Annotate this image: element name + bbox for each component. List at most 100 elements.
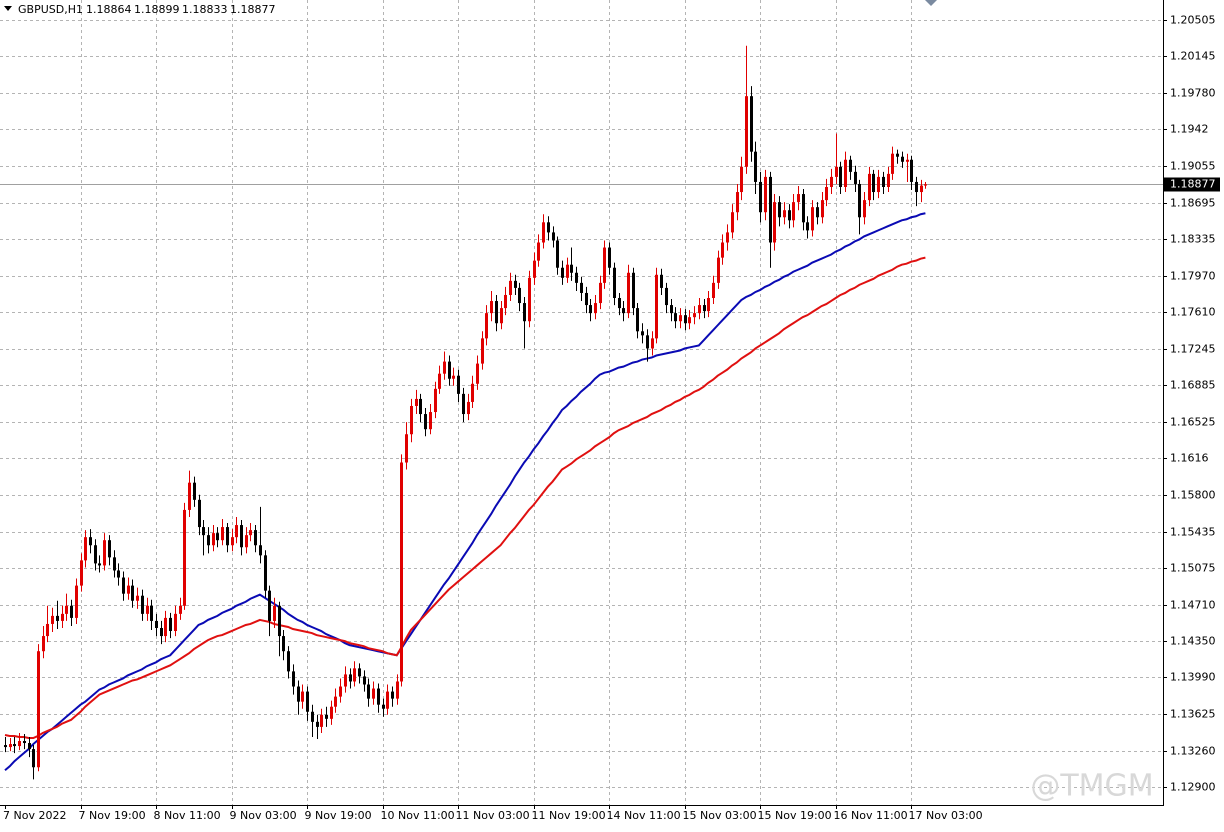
candle-body — [863, 200, 866, 218]
candle-body — [467, 401, 470, 415]
candle-body — [207, 535, 210, 546]
x-tick-label: 15 Nov 19:00 — [758, 809, 832, 822]
candle-body — [858, 183, 861, 218]
candle-body — [438, 373, 441, 389]
candle-body — [131, 585, 134, 601]
candle-body — [641, 331, 644, 336]
candle-body — [146, 605, 149, 614]
candle-body — [344, 674, 347, 687]
candle-body — [552, 232, 555, 241]
candle-body — [353, 668, 356, 682]
y-tick-label: 1.18335 — [1170, 233, 1216, 246]
candle-body — [542, 222, 545, 243]
candle-body — [754, 151, 757, 182]
candle-body — [622, 308, 625, 314]
candle-body — [627, 272, 630, 314]
candle-body — [311, 711, 314, 722]
candle-body — [424, 414, 427, 430]
candle-body — [811, 207, 814, 231]
candle-body — [769, 176, 772, 243]
y-tick-label: 1.19055 — [1170, 160, 1216, 173]
candle-body — [452, 375, 455, 379]
candle-body — [518, 287, 521, 304]
candle-body — [476, 363, 479, 384]
candle-body — [844, 159, 847, 187]
candle-body — [901, 156, 904, 162]
candle-body — [391, 691, 394, 699]
candle-body — [193, 482, 196, 500]
candle-body — [405, 434, 408, 463]
y-tick-label: 1.1942 — [1170, 123, 1209, 136]
candle-body — [773, 202, 776, 243]
candle-body — [688, 317, 691, 324]
x-tick-label: 8 Nov 11:00 — [154, 809, 221, 822]
candle-body — [287, 651, 290, 672]
candle-body — [891, 153, 894, 174]
candle-body — [51, 615, 54, 624]
candle-body — [670, 305, 673, 314]
candle-body — [868, 173, 871, 201]
x-tick-label: 7 Nov 19:00 — [79, 809, 146, 822]
candle-body — [94, 545, 97, 564]
candle-body — [462, 393, 465, 415]
candle-body — [70, 605, 73, 618]
candle-body — [580, 282, 583, 293]
candle-body — [528, 277, 531, 322]
y-tick-label: 1.12900 — [1170, 781, 1216, 794]
candle-body — [349, 674, 352, 682]
candle-body — [481, 338, 484, 364]
candle-body — [330, 706, 333, 719]
candle-body — [419, 398, 422, 415]
candle-body — [849, 159, 852, 172]
candle-body — [448, 361, 451, 379]
candle-body — [674, 313, 677, 322]
header: GBPUSD,H1 1.18864 1.18899 1.18833 1.1887… — [18, 3, 276, 16]
candle-body — [684, 315, 687, 324]
candle-body — [113, 557, 116, 571]
watermark: @TMGM — [1030, 769, 1153, 804]
candle-body — [363, 676, 366, 685]
candle-body — [254, 530, 257, 546]
candle-body — [788, 210, 791, 221]
candle-body — [721, 242, 724, 258]
candle-body — [839, 166, 842, 187]
candle-body — [282, 636, 285, 652]
candle-body — [306, 691, 309, 712]
candle-body — [924, 184, 927, 186]
candle-body — [740, 166, 743, 193]
candle-body — [646, 335, 649, 349]
y-tick-label: 1.13990 — [1170, 671, 1216, 684]
candle-body — [655, 274, 658, 339]
y-tick-label: 1.15435 — [1170, 526, 1216, 539]
candle-body — [504, 294, 507, 309]
candle-body — [736, 192, 739, 213]
candle-body — [764, 176, 767, 213]
candle-body — [603, 247, 606, 283]
candle-body — [906, 159, 909, 162]
candle-body — [854, 171, 857, 184]
candle-body — [589, 305, 592, 314]
candle-body — [278, 605, 281, 637]
y-tick-label: 1.14710 — [1170, 599, 1216, 612]
y-tick-label: 1.15075 — [1170, 562, 1216, 575]
candle-body — [910, 159, 913, 182]
y-tick-label: 1.16885 — [1170, 379, 1216, 392]
candle-body — [334, 696, 337, 707]
x-tick-label: 14 Nov 11:00 — [607, 809, 681, 822]
x-tick-label: 7 Nov 2022 — [3, 809, 66, 822]
candle-body — [797, 194, 800, 203]
candle-body — [23, 741, 26, 744]
candle-body — [636, 308, 639, 332]
x-tick-label: 10 Nov 11:00 — [381, 809, 455, 822]
candle-body — [297, 686, 300, 702]
y-tick-label: 1.16525 — [1170, 416, 1216, 429]
symbol: GBPUSD,H1 — [18, 3, 83, 16]
candle-body — [750, 96, 753, 152]
y-tick-label: 1.20145 — [1170, 50, 1216, 63]
menu-arrow[interactable] — [4, 6, 12, 11]
candle-body — [877, 176, 880, 193]
candle-body — [325, 714, 328, 719]
candle-body — [301, 691, 304, 702]
candles — [4, 45, 927, 780]
candle-body — [273, 605, 276, 621]
